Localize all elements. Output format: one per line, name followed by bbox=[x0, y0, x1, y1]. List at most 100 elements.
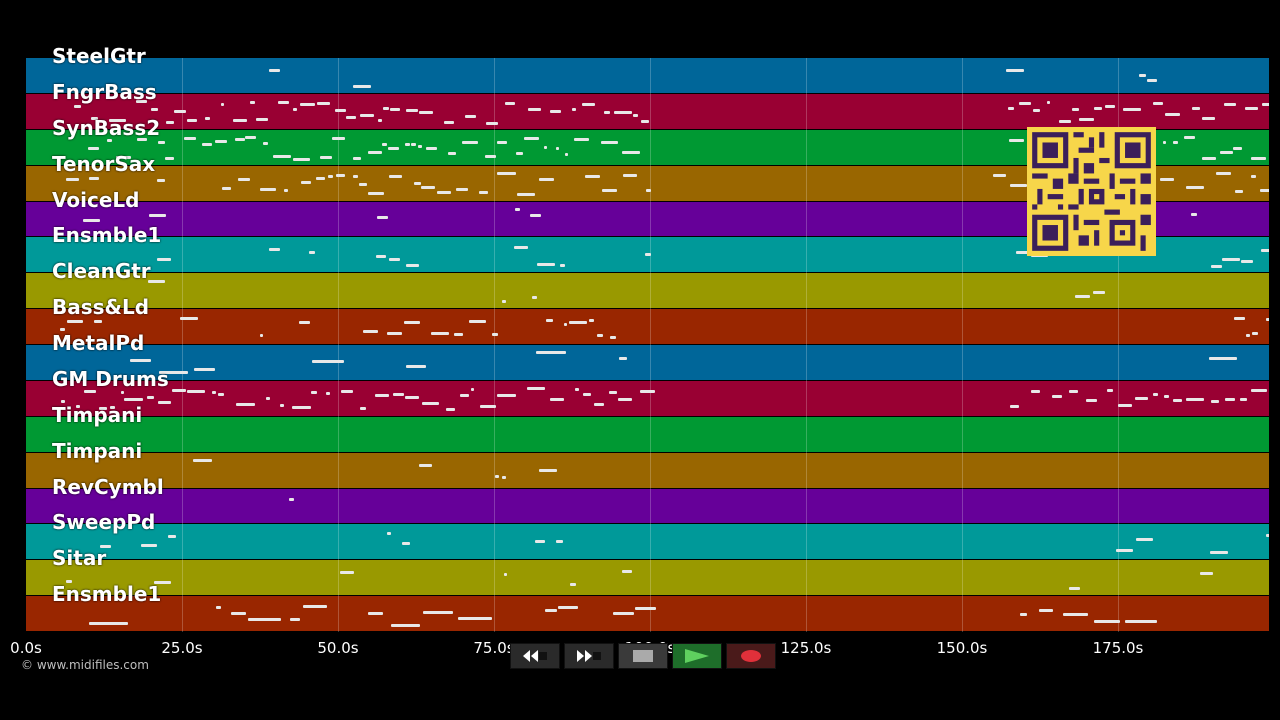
note bbox=[299, 102, 316, 106]
track-label: Ensmble1 bbox=[52, 223, 162, 248]
note bbox=[317, 101, 331, 105]
note bbox=[1201, 156, 1216, 160]
note bbox=[504, 573, 508, 577]
track-label: TenorSax bbox=[52, 151, 156, 176]
qr-code-icon bbox=[1027, 127, 1156, 256]
note bbox=[256, 118, 268, 122]
note bbox=[187, 118, 198, 122]
note bbox=[76, 405, 80, 409]
note bbox=[419, 110, 433, 114]
track-lane bbox=[26, 58, 1269, 93]
track-label: Timpani bbox=[52, 402, 143, 427]
note bbox=[497, 171, 516, 175]
note bbox=[201, 142, 213, 146]
note bbox=[531, 296, 538, 300]
note bbox=[618, 397, 632, 401]
note bbox=[491, 333, 498, 337]
note bbox=[148, 280, 166, 284]
note bbox=[303, 604, 327, 608]
note bbox=[1219, 151, 1234, 155]
track-label: SteelGtr bbox=[52, 44, 146, 68]
note bbox=[367, 611, 383, 615]
note bbox=[641, 119, 650, 123]
note bbox=[151, 108, 158, 112]
track-label: MetalPd bbox=[52, 331, 145, 355]
note bbox=[462, 141, 478, 145]
note bbox=[1079, 118, 1094, 122]
note bbox=[326, 391, 330, 395]
note bbox=[278, 101, 290, 104]
track-label: CleanGtr bbox=[52, 259, 151, 284]
note bbox=[362, 329, 379, 333]
rewind-button[interactable] bbox=[510, 643, 560, 669]
note bbox=[496, 140, 507, 144]
grid-line bbox=[338, 58, 339, 632]
note bbox=[1019, 613, 1028, 617]
note bbox=[538, 469, 557, 473]
note bbox=[345, 116, 356, 120]
record-icon bbox=[741, 650, 761, 662]
note bbox=[632, 114, 639, 118]
note bbox=[89, 177, 99, 181]
note bbox=[1251, 156, 1267, 160]
note bbox=[1006, 69, 1024, 73]
note bbox=[107, 138, 112, 142]
grid-line bbox=[962, 58, 963, 632]
note bbox=[565, 152, 569, 156]
note bbox=[124, 398, 143, 402]
note bbox=[320, 155, 333, 159]
qr-code bbox=[1027, 127, 1156, 256]
note bbox=[157, 258, 172, 262]
note bbox=[1152, 392, 1158, 396]
track-lane bbox=[26, 273, 1269, 309]
grid-line bbox=[182, 58, 183, 632]
note bbox=[88, 147, 100, 151]
note bbox=[135, 100, 148, 104]
note bbox=[332, 137, 346, 141]
note bbox=[298, 320, 310, 324]
note bbox=[601, 189, 618, 193]
fast-forward-button[interactable] bbox=[564, 643, 614, 669]
note bbox=[1134, 397, 1149, 401]
note bbox=[421, 185, 435, 189]
note bbox=[166, 120, 174, 124]
note bbox=[597, 333, 604, 337]
note bbox=[212, 391, 217, 395]
stop-icon bbox=[633, 650, 653, 662]
note bbox=[1244, 107, 1258, 111]
note bbox=[108, 118, 127, 122]
note bbox=[1123, 108, 1142, 112]
note bbox=[376, 255, 386, 259]
note bbox=[1015, 250, 1031, 254]
note bbox=[1260, 248, 1269, 252]
note bbox=[573, 137, 589, 141]
note bbox=[485, 121, 498, 125]
note bbox=[157, 141, 165, 145]
track-lane bbox=[26, 345, 1269, 380]
note bbox=[167, 534, 177, 538]
note bbox=[1124, 619, 1157, 623]
note bbox=[1075, 295, 1091, 299]
note bbox=[455, 188, 468, 192]
play-button[interactable] bbox=[672, 643, 722, 669]
note bbox=[536, 262, 555, 266]
note bbox=[560, 263, 565, 267]
track-label: SweepPd bbox=[52, 510, 156, 535]
note bbox=[1164, 395, 1170, 399]
note bbox=[89, 621, 128, 625]
stop-button[interactable] bbox=[618, 643, 668, 669]
note bbox=[388, 257, 400, 261]
note bbox=[1165, 112, 1180, 116]
note bbox=[339, 570, 354, 574]
note bbox=[289, 617, 301, 621]
note bbox=[406, 364, 427, 368]
note bbox=[1152, 101, 1163, 105]
note bbox=[194, 367, 215, 371]
record-button[interactable] bbox=[726, 643, 776, 669]
note bbox=[1009, 404, 1019, 408]
note bbox=[269, 248, 281, 252]
note bbox=[389, 108, 400, 112]
note bbox=[1211, 264, 1223, 268]
note bbox=[1107, 389, 1114, 393]
note bbox=[621, 570, 632, 574]
